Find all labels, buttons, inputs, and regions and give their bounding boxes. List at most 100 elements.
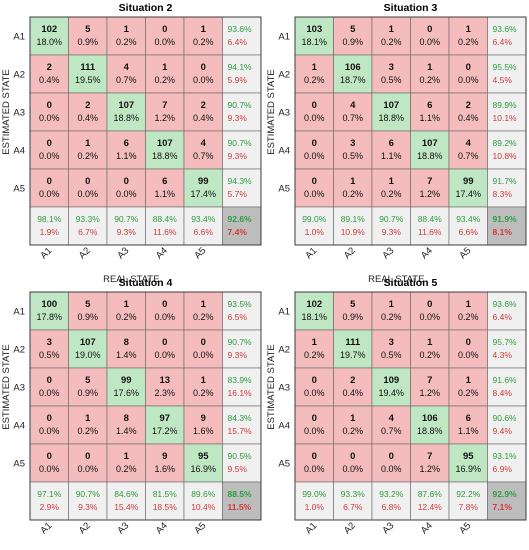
cell-count: 95 [198,451,209,462]
cell-percent: 18.8% [417,426,443,436]
cell-percent: 17.6% [113,388,139,398]
cell-count: 102 [41,24,57,35]
total-cell [222,481,262,521]
y-tick-label: A1 [278,307,290,318]
cell-percent: 0.0% [381,464,402,474]
cell-percent: 0.2% [304,75,325,85]
cell-count: 0 [47,375,52,386]
row-summary-cell [487,367,527,407]
row-summary-cell [487,16,527,56]
cell-count: 0 [124,176,129,187]
cell-count: 1 [350,176,356,187]
chart-title: Situation 5 [384,277,438,289]
x-tick-label: A2 [342,520,358,536]
matrix-cell [294,405,334,445]
x-tick-label: A5 [457,520,473,536]
cell-count: 3 [389,62,394,73]
matrix-cell [145,329,185,369]
matrix-cell [145,16,185,56]
cell-percent: 0.0% [39,464,60,474]
cell-count: 5 [85,24,91,35]
row-summary-cell [487,168,527,208]
col-error: 2.9% [40,502,60,512]
cell-count: 109 [383,375,399,386]
cell-percent: 17.2% [152,426,178,436]
matrix-cell [448,54,488,94]
matrix-cell [294,168,334,208]
col-recall: 92.2% [456,489,481,499]
x-tick-label: A3 [115,245,131,261]
col-recall: 93.4% [191,214,216,224]
x-tick-label: A3 [115,520,131,536]
cell-percent: 0.2% [381,312,402,322]
cell-percent: 0.2% [458,37,479,47]
confusion-matrix-situation-3: Situation 3 103 18.1% 5 0.9% 1 0.2% 0 0.0% 1 0.2% 1… [265,0,529,285]
total-cell [487,206,527,246]
row-precision: 90.7% [228,138,253,148]
col-error: 1.0% [305,227,325,237]
confusion-matrix-situation-2: Situation 2 102 18.0% 5 0.9% 1 0.2% 0 0.0% 1 0.2% 2… [0,0,264,285]
row-summary-cell [222,92,262,132]
matrix-cell [410,92,450,132]
col-recall: 93.3% [76,214,101,224]
x-tick-label: A4 [154,520,170,536]
col-error: 11.6% [153,227,177,237]
matrix-cell [29,405,69,445]
row-error: 6.4% [228,37,248,47]
matrix-cell [410,443,450,483]
matrix-cell [183,168,223,208]
matrix-cell [410,54,450,94]
cell-percent: 17.4% [455,189,481,199]
cell-percent: 0.2% [419,75,440,85]
total-cell [487,481,527,521]
matrix-frame [294,291,527,521]
y-tick-label: A4 [278,421,290,432]
y-axis-label: ESTIMATED STATE [266,344,277,430]
row-error: 10.1% [493,113,518,123]
cell-percent: 18.8% [152,151,178,161]
cell-count: 0 [466,337,471,348]
cell-percent: 0.0% [304,464,325,474]
row-precision: 91.7% [493,176,518,186]
cell-count: 9 [201,413,206,424]
matrix-cell [183,329,223,369]
row-error: 5.9% [228,75,248,85]
col-error: 9.3% [117,227,137,237]
cell-percent: 0.2% [77,151,98,161]
cell-count: 2 [466,100,471,111]
row-summary-cell [487,443,527,483]
matrix-cell [68,443,108,483]
cell-percent: 0.0% [154,37,175,47]
y-axis-label: ESTIMATED STATE [266,69,277,155]
cell-percent: 1.1% [116,151,137,161]
cell-percent: 0.7% [116,75,137,85]
y-axis-label: ESTIMATED STATE [1,69,12,155]
col-recall: 90.7% [76,489,101,499]
matrix-cell [29,16,69,56]
cell-count: 99 [198,176,209,187]
row-precision: 94.3% [228,176,253,186]
y-tick-label: A3 [278,108,290,119]
matrix-cell [371,16,411,56]
cell-count: 3 [47,337,52,348]
matrix-cell [145,405,185,445]
cell-percent: 0.2% [116,464,137,474]
total-accuracy: 91.9% [493,214,518,224]
row-summary-cell [487,405,527,445]
y-tick-label: A5 [13,184,25,195]
cell-count: 0 [162,337,167,348]
cell-percent: 1.2% [154,113,175,123]
row-summary-cell [487,329,527,369]
matrix-cell [68,16,108,56]
cell-percent: 0.9% [77,388,98,398]
cell-count: 111 [80,62,96,73]
matrix-cell [294,367,334,407]
matrix-cell [183,54,223,94]
matrix-frame [29,16,262,246]
cell-percent: 1.1% [419,113,440,123]
cell-count: 1 [85,138,91,149]
row-error: 8.4% [493,388,513,398]
cell-percent: 0.2% [193,37,214,47]
col-error: 12.4% [418,502,443,512]
col-error: 6.8% [382,502,402,512]
